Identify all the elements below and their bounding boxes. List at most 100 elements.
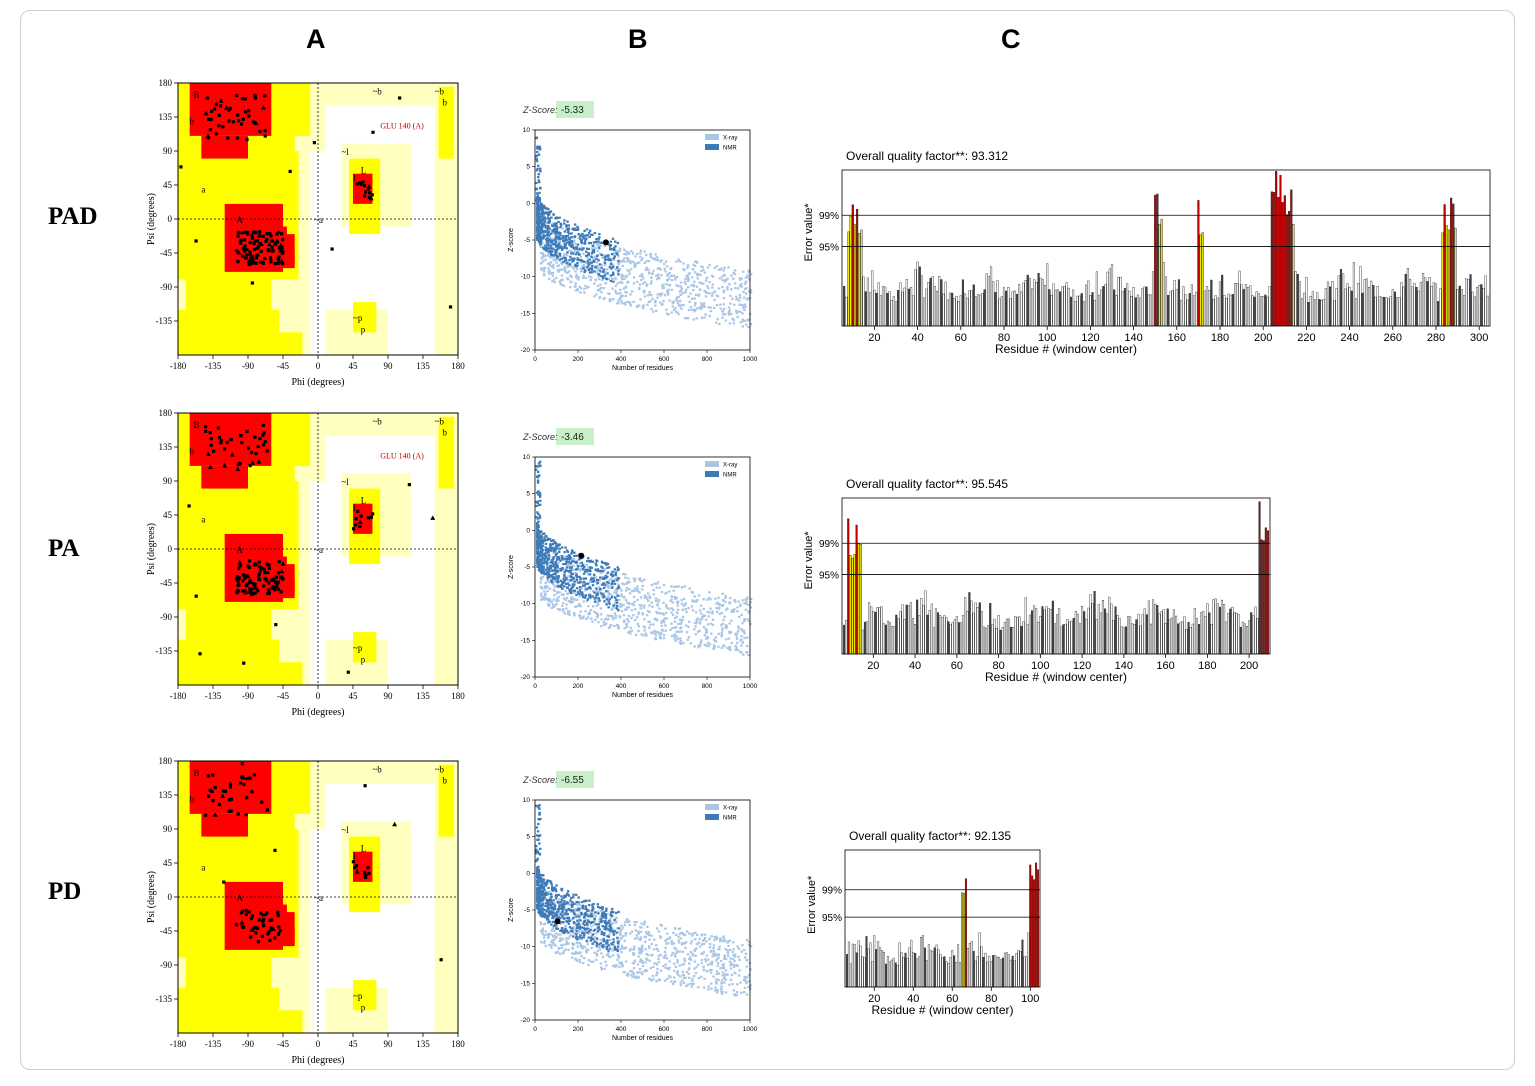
- nmr-point: [576, 261, 579, 265]
- errat-bar: [1117, 276, 1120, 327]
- nmr-point: [546, 551, 549, 554]
- xray-point: [678, 300, 682, 303]
- errat-bar: [1439, 288, 1442, 327]
- xray-point: [702, 942, 706, 946]
- nmr-point: [587, 231, 591, 234]
- xray-point: [708, 642, 712, 646]
- nmr-point: [563, 580, 566, 583]
- xray-point: [552, 605, 555, 609]
- nmr-point: [609, 274, 613, 277]
- xray-point: [656, 972, 659, 975]
- xray-point: [719, 959, 723, 963]
- errat-bar: [989, 266, 993, 327]
- xray-point: [547, 240, 550, 243]
- xray-point: [733, 971, 736, 974]
- residue-point: [263, 129, 267, 133]
- xray-point: [745, 287, 748, 290]
- residue-point: [248, 578, 252, 582]
- nmr-point: [582, 237, 585, 240]
- xray-point: [721, 310, 724, 313]
- glycine-point: [354, 869, 360, 874]
- nmr-point: [536, 194, 540, 197]
- xray-point: [686, 317, 690, 320]
- xray-point: [706, 623, 710, 626]
- xray-point: [724, 947, 727, 951]
- xray-point: [635, 976, 638, 980]
- xray-point: [607, 593, 611, 596]
- xray-point: [732, 322, 736, 325]
- residue-point: [243, 591, 247, 595]
- xray-point: [568, 903, 571, 906]
- xray-point: [743, 632, 746, 635]
- nmr-point: [566, 241, 569, 244]
- errat-bar: [1329, 286, 1332, 327]
- xray-point: [594, 914, 598, 918]
- nmr-point: [546, 247, 550, 250]
- errat-bar: [1406, 268, 1409, 327]
- nmr-point: [584, 577, 588, 580]
- residue-point: [228, 106, 232, 111]
- xray-point: [691, 952, 694, 955]
- xray-point: [647, 272, 651, 275]
- residue-point: [269, 928, 273, 932]
- xray-point: [627, 631, 630, 634]
- errat-bar: [981, 293, 984, 327]
- nmr-point: [570, 576, 573, 579]
- residue-point: [439, 958, 443, 962]
- residue-point: [276, 932, 281, 937]
- xray-point: [742, 619, 746, 622]
- residue-point: [253, 591, 257, 595]
- errat-bar: [933, 285, 936, 327]
- errat-bar: [853, 224, 857, 327]
- xray-point: [673, 637, 677, 640]
- xray-point: [638, 577, 642, 580]
- xray-point: [608, 614, 612, 617]
- xray-point: [658, 636, 662, 640]
- errat-bar: [1102, 286, 1105, 327]
- residue-point: [194, 594, 198, 598]
- xray-point: [684, 291, 687, 294]
- xray-point: [577, 236, 580, 240]
- xray-point: [553, 902, 556, 905]
- errat-bar: [995, 628, 998, 655]
- nmr-point: [557, 220, 560, 223]
- nmr-point: [549, 566, 553, 570]
- nmr-point: [577, 581, 580, 584]
- y-tick-label: 5: [526, 491, 530, 498]
- x-tick-label: 400: [616, 683, 627, 690]
- xray-point: [646, 610, 650, 613]
- xray-point: [677, 941, 681, 944]
- nmr-point: [590, 255, 593, 258]
- errat-bar: [1076, 295, 1079, 327]
- xray-point: [543, 243, 547, 246]
- nmr-point: [557, 242, 561, 245]
- xray-point: [706, 641, 710, 644]
- nmr-point: [611, 266, 614, 269]
- xray-point: [625, 586, 629, 590]
- xray-point: [745, 601, 748, 604]
- region-label: ~l: [341, 477, 349, 487]
- region-label: L: [361, 844, 367, 854]
- residue-point: [244, 909, 249, 913]
- residue-point: [257, 572, 261, 576]
- residue-point: [219, 439, 224, 443]
- xray-point: [543, 596, 546, 599]
- xray-point: [582, 265, 585, 268]
- nmr-point: [556, 557, 559, 560]
- xray-point: [675, 630, 678, 633]
- errat-bar: [1236, 283, 1239, 327]
- residue-point: [246, 564, 250, 568]
- errat-bar: [907, 288, 911, 327]
- residue-point: [263, 256, 267, 261]
- xray-point: [629, 304, 633, 307]
- residue-point: [346, 670, 350, 674]
- nmr-point: [539, 186, 542, 189]
- nmr-point: [541, 571, 545, 574]
- nmr-point: [576, 225, 579, 229]
- nmr-point: [543, 532, 546, 535]
- xray-point: [715, 321, 718, 324]
- xray-point: [693, 297, 696, 300]
- xray-point: [636, 598, 639, 601]
- errat-bar: [997, 615, 1000, 655]
- xray-point: [544, 258, 547, 261]
